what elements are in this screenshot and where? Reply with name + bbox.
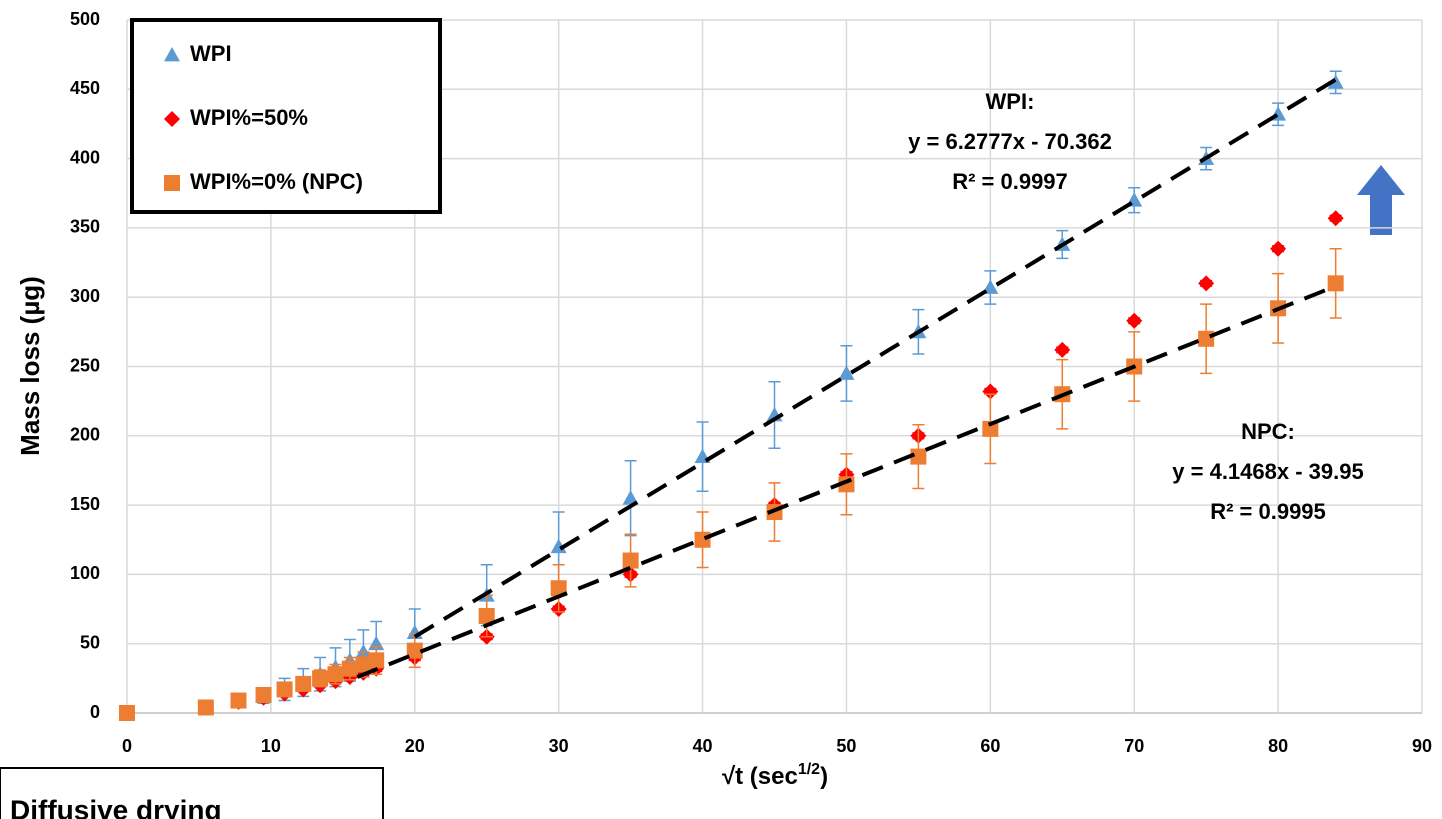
marker-square <box>478 607 495 624</box>
marker-square <box>119 705 135 721</box>
y-tick-label: 350 <box>70 217 100 237</box>
marker-square <box>355 656 372 673</box>
trend-equation: NPC: <box>1241 419 1295 444</box>
y-tick-label: 150 <box>70 494 100 514</box>
x-tick-label: 90 <box>1412 736 1432 756</box>
x-tick-label: 0 <box>122 736 132 756</box>
x-tick-label: 60 <box>980 736 1000 756</box>
marker-square <box>295 675 312 692</box>
legend-box <box>130 18 442 214</box>
x-tick-label: 80 <box>1268 736 1288 756</box>
marker-square <box>622 552 639 569</box>
y-tick-label: 300 <box>70 286 100 306</box>
marker-square <box>164 175 180 191</box>
y-tick-label: 100 <box>70 563 100 583</box>
trend-equation: y = 4.1468x - 39.95 <box>1172 459 1363 484</box>
marker-triangle <box>838 365 855 380</box>
marker-diamond <box>1327 210 1344 227</box>
legend-label: WPI%=50% <box>190 105 308 130</box>
marker-square <box>312 670 329 687</box>
x-tick-label: 40 <box>693 736 713 756</box>
y-tick-label: 400 <box>70 147 100 167</box>
y-tick-label: 200 <box>70 425 100 445</box>
marker-square <box>1327 275 1344 292</box>
y-tick-label: 50 <box>80 632 100 652</box>
marker-square <box>1198 330 1215 347</box>
trend-equation: R² = 0.9995 <box>1210 499 1326 524</box>
marker-square <box>368 652 385 669</box>
x-axis-title-main: √t (sec <box>722 763 798 790</box>
x-axis-title-end: ) <box>820 763 828 790</box>
marker-square <box>255 686 272 703</box>
trendline <box>413 77 1337 639</box>
marker-triangle <box>982 279 999 294</box>
marker-square <box>550 580 567 597</box>
legend-label: WPI%=0% (NPC) <box>190 169 363 194</box>
marker-diamond <box>1126 312 1143 329</box>
marker-square <box>341 660 358 677</box>
x-tick-label: 20 <box>405 736 425 756</box>
x-tick-label: 10 <box>261 736 281 756</box>
x-axis-title-sup: 1/2 <box>798 761 820 778</box>
trendline <box>356 284 1337 679</box>
marker-diamond <box>1054 341 1071 358</box>
marker-square <box>230 692 247 709</box>
x-tick-label: 30 <box>549 736 569 756</box>
marker-square <box>406 642 423 659</box>
y-tick-label: 450 <box>70 78 100 98</box>
y-tick-label: 250 <box>70 355 100 375</box>
arrow <box>1357 165 1405 235</box>
marker-diamond <box>982 383 999 400</box>
marker-square <box>694 531 711 548</box>
x-tick-label: 50 <box>836 736 856 756</box>
marker-diamond <box>1270 240 1287 257</box>
x-tick-label: 70 <box>1124 736 1144 756</box>
marker-triangle <box>622 490 639 505</box>
y-tick-label: 0 <box>90 702 100 722</box>
y-axis-title: Mass loss (µg) <box>15 276 45 456</box>
marker-triangle <box>355 644 372 659</box>
marker-diamond <box>1198 275 1215 292</box>
x-axis-title: √t (sec1/2) <box>722 761 828 790</box>
marker-square <box>276 681 293 698</box>
trend-equation: R² = 0.9997 <box>952 169 1068 194</box>
marker-square <box>982 420 999 437</box>
marker-square <box>327 666 344 683</box>
trend-equation: y = 6.2777x - 70.362 <box>908 129 1112 154</box>
legend-label: WPI <box>190 41 232 66</box>
marker-diamond <box>164 111 180 127</box>
trend-equation: WPI: <box>986 89 1035 114</box>
marker-triangle <box>164 47 180 62</box>
note-box <box>0 767 384 819</box>
marker-square <box>197 699 214 716</box>
marker-square <box>910 448 927 465</box>
y-tick-label: 500 <box>70 9 100 29</box>
note: Diffusive drying <box>10 794 222 819</box>
